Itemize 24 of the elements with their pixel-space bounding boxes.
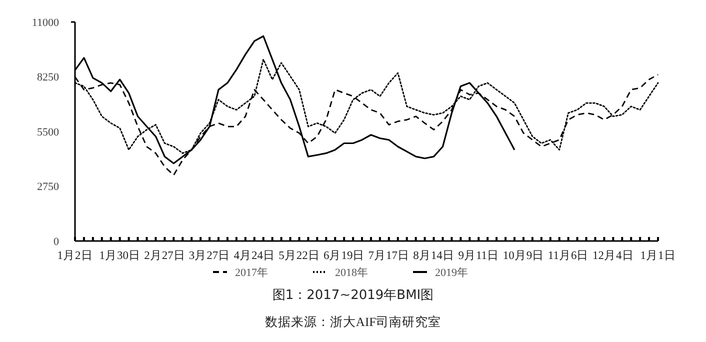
x-tick-label: 4月24日 bbox=[234, 249, 276, 262]
y-tick-label: 5500 bbox=[37, 126, 60, 138]
y-tick-label: 8250 bbox=[37, 72, 60, 84]
source-note: 数据来源：浙大AIF司南研究室 bbox=[264, 314, 442, 329]
x-tick-label: 10月9日 bbox=[502, 249, 544, 262]
x-tick-label: 1月1日 bbox=[640, 249, 676, 262]
x-tick-label: 6月19日 bbox=[323, 249, 365, 262]
x-tick-label: 7月17日 bbox=[368, 249, 410, 262]
y-tick-label: 0 bbox=[54, 236, 60, 248]
x-tick-label: 3月27日 bbox=[188, 249, 230, 262]
y-tick-label: 2750 bbox=[37, 181, 60, 194]
x-tick-label: 8月14日 bbox=[413, 249, 454, 262]
x-tick-label: 1月2日 bbox=[57, 249, 93, 262]
x-tick-label: 1月30日 bbox=[99, 249, 140, 262]
y-tick-label: 11000 bbox=[32, 16, 60, 29]
x-tick-label: 11月6日 bbox=[548, 249, 589, 262]
legend-label: 2018年 bbox=[335, 266, 368, 279]
x-tick-label: 5月22日 bbox=[278, 249, 320, 262]
x-tick-label: 2月27日 bbox=[144, 249, 186, 262]
legend-label: 2017年 bbox=[235, 266, 268, 279]
legend-label: 2019年 bbox=[435, 266, 468, 279]
x-tick-label: 12月4日 bbox=[592, 249, 634, 262]
text: 图1：2017~2019年BMI图 bbox=[272, 288, 434, 303]
x-tick-label: 9月11日 bbox=[458, 249, 500, 262]
